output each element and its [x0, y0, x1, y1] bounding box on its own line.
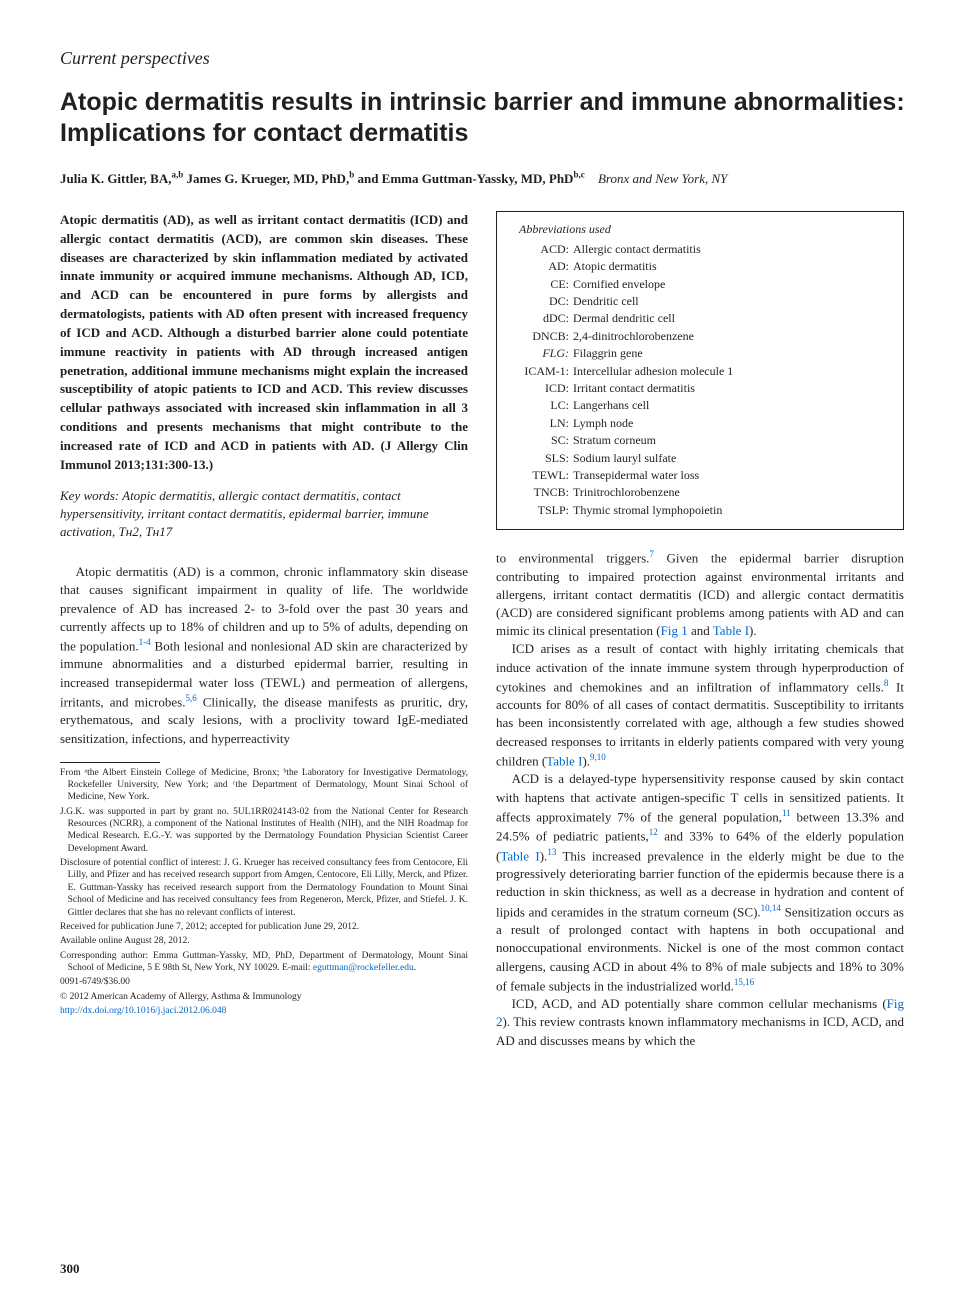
email-link[interactable]: eguttman@rockefeller.edu [313, 963, 414, 973]
body-text-right: to environmental triggers.7 Given the ep… [496, 548, 904, 1050]
doi-link[interactable]: http://dx.doi.org/10.1016/j.jaci.2012.06… [60, 1006, 226, 1016]
abbrev-row: LN:Lymph node [511, 415, 889, 432]
page-number: 300 [60, 1261, 80, 1277]
footnote: Disclosure of potential conflict of inte… [60, 857, 468, 919]
right-column: Abbreviations used ACD:Allergic contact … [496, 211, 904, 1050]
footnote: J.G.K. was supported in part by grant no… [60, 806, 468, 855]
paragraph: ICD arises as a result of contact with h… [496, 640, 904, 770]
paragraph: to environmental triggers.7 Given the ep… [496, 548, 904, 640]
abbrev-row: LC:Langerhans cell [511, 397, 889, 414]
citation-sup[interactable]: 13 [547, 847, 556, 857]
footnote-rule [60, 762, 160, 763]
left-column: Atopic dermatitis (AD), as well as irrit… [60, 211, 468, 1050]
abbrev-row: ICAM-1:Intercellular adhesion molecule 1 [511, 363, 889, 380]
abbrev-row: CE:Cornified envelope [511, 276, 889, 293]
authors-line: Julia K. Gittler, BA,a,b James G. Kruege… [60, 170, 915, 187]
paragraph: Atopic dermatitis (AD) is a common, chro… [60, 563, 468, 748]
abbrev-row: DNCB:2,4-dinitrochlorobenzene [511, 328, 889, 345]
citation-sup[interactable]: 12 [649, 827, 658, 837]
citation-sup[interactable]: 1-4 [139, 637, 151, 647]
table-link[interactable]: Table I [713, 623, 749, 638]
abbrev-row: AD:Atopic dermatitis [511, 258, 889, 275]
citation-sup[interactable]: 5,6 [185, 693, 196, 703]
keywords-label: Key words: [60, 488, 119, 503]
abbrev-row: ACD:Allergic contact dermatitis [511, 241, 889, 258]
abbrev-row: SLS:Sodium lauryl sulfate [511, 450, 889, 467]
abbrev-row: TSLP:Thymic stromal lymphopoietin [511, 502, 889, 519]
citation-sup[interactable]: 15,16 [734, 977, 754, 987]
citation-sup[interactable]: 9,10 [590, 752, 606, 762]
article-title: Atopic dermatitis results in intrinsic b… [60, 87, 915, 150]
citation-sup[interactable]: 10,14 [761, 903, 781, 913]
author-location: Bronx and New York, NY [598, 171, 727, 186]
section-label: Current perspectives [60, 48, 915, 69]
abbrev-row: ICD:Irritant contact dermatitis [511, 380, 889, 397]
abbrev-row: dDC:Dermal dendritic cell [511, 310, 889, 327]
footnotes: From ᵃthe Albert Einstein College of Med… [60, 767, 468, 1018]
abbrev-row: FLG:Filaggrin gene [511, 345, 889, 362]
body-text-left: Atopic dermatitis (AD) is a common, chro… [60, 563, 468, 748]
abbrev-row: SC:Stratum corneum [511, 432, 889, 449]
footnote: © 2012 American Academy of Allergy, Asth… [60, 991, 468, 1003]
table-link[interactable]: Table I [546, 753, 582, 768]
paragraph: ICD, ACD, and AD potentially share commo… [496, 995, 904, 1050]
table-link[interactable]: Table I [500, 848, 539, 863]
footnote: Received for publication June 7, 2012; a… [60, 921, 468, 933]
abbrev-list: ACD:Allergic contact dermatitisAD:Atopic… [511, 241, 889, 519]
author-names: Julia K. Gittler, BA,a,b James G. Kruege… [60, 171, 585, 186]
abbrev-title: Abbreviations used [511, 222, 889, 237]
citation-sup[interactable]: 11 [782, 808, 791, 818]
footnote: Corresponding author: Emma Guttman-Yassk… [60, 950, 468, 975]
footnote: From ᵃthe Albert Einstein College of Med… [60, 767, 468, 804]
figure-link[interactable]: Fig 1 [661, 623, 688, 638]
abbrev-row: TNCB:Trinitrochlorobenzene [511, 484, 889, 501]
paragraph: ACD is a delayed-type hypersensitivity r… [496, 770, 904, 995]
abstract: Atopic dermatitis (AD), as well as irrit… [60, 211, 468, 475]
abbrev-row: DC:Dendritic cell [511, 293, 889, 310]
keywords: Key words: Atopic dermatitis, allergic c… [60, 487, 468, 542]
footnote: Available online August 28, 2012. [60, 935, 468, 947]
abbrev-row: TEWL:Transepidermal water loss [511, 467, 889, 484]
footnote: 0091-6749/$36.00 [60, 976, 468, 988]
abbreviations-box: Abbreviations used ACD:Allergic contact … [496, 211, 904, 530]
